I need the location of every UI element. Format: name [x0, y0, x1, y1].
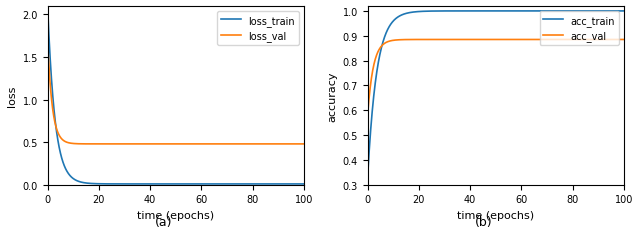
acc_train: [477, 10, 484, 13]
acc_val: [540, 39, 547, 42]
acc_train: [364, 176, 371, 179]
Text: (b): (b): [474, 215, 492, 227]
acc_train: [620, 10, 628, 13]
X-axis label: time (epochs): time (epochs): [457, 210, 534, 220]
acc_val: [564, 39, 572, 42]
Line: loss_val: loss_val: [47, 41, 304, 144]
X-axis label: time (epochs): time (epochs): [137, 210, 214, 220]
loss_val: [244, 143, 252, 146]
acc_train: [467, 10, 475, 13]
loss_val: [223, 143, 230, 146]
acc_train: [568, 10, 576, 13]
Line: loss_train: loss_train: [47, 7, 304, 184]
loss_train: [244, 183, 252, 185]
loss_val: [220, 143, 227, 146]
acc_val: [568, 39, 576, 42]
loss_train: [248, 183, 256, 185]
loss_train: [157, 183, 164, 185]
acc_val: [467, 39, 475, 42]
loss_train: [70, 178, 77, 180]
acc_val: [570, 39, 578, 42]
acc_val: [364, 114, 371, 117]
acc_train: [540, 10, 547, 13]
loss_train: [220, 183, 227, 185]
loss_val: [70, 143, 77, 145]
Legend: loss_train, loss_val: loss_train, loss_val: [218, 12, 299, 46]
Line: acc_train: acc_train: [367, 12, 624, 178]
acc_train: [564, 10, 572, 13]
loss_val: [157, 143, 164, 146]
acc_val: [620, 39, 628, 42]
loss_val: [248, 143, 256, 146]
Y-axis label: loss: loss: [7, 85, 17, 107]
acc_val: [390, 40, 397, 42]
loss_train: [147, 183, 155, 185]
acc_val: [477, 39, 484, 42]
loss_val: [44, 39, 51, 42]
loss_train: [44, 5, 51, 8]
acc_train: [390, 20, 397, 23]
loss_val: [300, 143, 308, 146]
loss_val: [147, 143, 155, 146]
Legend: acc_train, acc_val: acc_train, acc_val: [540, 12, 619, 46]
Line: acc_val: acc_val: [367, 40, 624, 116]
loss_train: [300, 183, 308, 185]
Text: (a): (a): [154, 215, 172, 227]
Y-axis label: accuracy: accuracy: [327, 71, 337, 121]
